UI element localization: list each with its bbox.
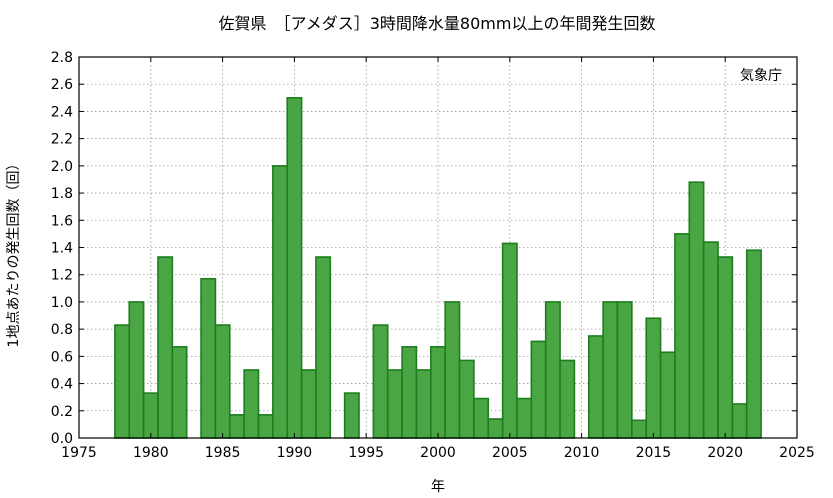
x-tick-label: 2020 [707, 445, 743, 461]
y-tick-label: 1.6 [51, 213, 73, 229]
x-tick-label: 2015 [636, 445, 672, 461]
bar [544, 301, 561, 439]
x-tick-label: 2010 [564, 445, 600, 461]
source-label: 気象庁 [740, 68, 782, 84]
bar [530, 340, 547, 439]
x-axis-label: 年 [431, 479, 445, 495]
bar [228, 414, 245, 439]
y-tick-label: 2.8 [51, 50, 73, 66]
bar [171, 346, 188, 439]
bar [243, 369, 260, 439]
y-axis: 0.0 0.2 0.4 0.6 0.8 1.0 1.2 1.4 1.6 1.8 2.0 2.2 2.4 2… [51, 50, 797, 447]
bar [702, 241, 719, 439]
bar [300, 369, 317, 439]
y-tick-label: 0.0 [51, 431, 73, 447]
x-tick-label: 2025 [779, 445, 815, 461]
y-tick-label: 2.6 [51, 77, 73, 93]
bar [602, 301, 619, 439]
bar [659, 351, 676, 439]
bar [142, 392, 159, 439]
bar [473, 397, 490, 439]
bar [444, 301, 461, 439]
y-tick-label: 2.2 [51, 132, 73, 148]
bar [401, 346, 418, 439]
x-tick-label: 2005 [492, 445, 528, 461]
bar [386, 369, 403, 439]
x-tick-label: 1990 [277, 445, 313, 461]
bar [645, 317, 662, 439]
y-tick-label: 1.4 [51, 241, 73, 257]
y-tick-label: 1.2 [51, 268, 73, 284]
chart-title: 佐賀県 ［アメダス］3時間降水量80mm以上の年間発生回数 [219, 14, 656, 33]
bar [745, 249, 762, 439]
bar [587, 335, 604, 439]
bar [516, 397, 533, 439]
bar [616, 301, 633, 439]
bars [114, 97, 762, 439]
bar [674, 233, 691, 439]
bar [286, 97, 303, 439]
y-tick-label: 2.0 [51, 159, 73, 175]
bar [272, 165, 289, 439]
y-tick-label: 0.8 [51, 322, 73, 338]
bar [214, 324, 231, 439]
x-tick-label: 1995 [348, 445, 384, 461]
y-tick-label: 1.8 [51, 186, 73, 202]
bar [315, 256, 332, 439]
bar [559, 359, 576, 439]
bar [200, 277, 217, 439]
bar [343, 392, 360, 439]
x-axis: 1975 1980 1985 1990 1995 2000 2005 2010 2015 2020… [61, 57, 815, 461]
x-tick-label: 2000 [420, 445, 456, 461]
y-tick-label: 2.4 [51, 104, 73, 120]
bar [458, 359, 475, 439]
x-tick-label: 1975 [61, 445, 97, 461]
bar [631, 419, 648, 439]
bar [430, 346, 446, 439]
bar [688, 181, 705, 439]
bar [257, 414, 274, 439]
bar [717, 256, 734, 439]
x-tick-label: 1980 [133, 445, 169, 461]
bar [731, 403, 748, 439]
y-tick-label: 1.0 [51, 295, 73, 311]
y-tick-label: 0.2 [51, 404, 73, 420]
bar [372, 324, 389, 439]
bar [501, 242, 518, 439]
bar [157, 256, 174, 439]
y-tick-label: 0.4 [51, 377, 73, 393]
bar [128, 301, 145, 439]
bar [114, 324, 131, 439]
x-tick-label: 1985 [205, 445, 241, 461]
y-axis-label: 1地点あたりの発生回数（回） [6, 157, 22, 348]
bar [415, 369, 432, 439]
y-tick-label: 0.6 [51, 349, 73, 365]
bar [487, 418, 504, 439]
